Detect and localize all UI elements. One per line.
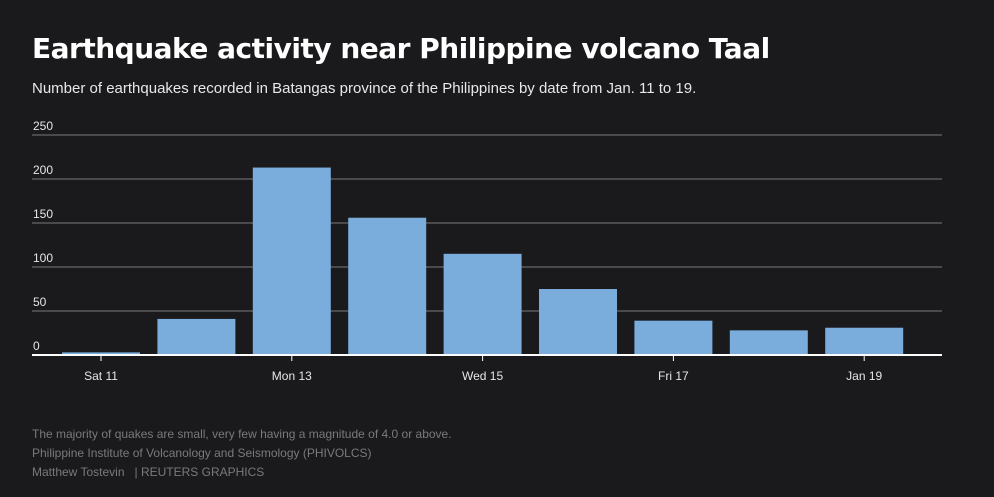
author-name: Matthew Tostevin bbox=[32, 465, 125, 479]
y-tick-label: 150 bbox=[33, 207, 53, 221]
footer-credit: Matthew Tostevin | REUTERS GRAPHICS bbox=[32, 465, 264, 479]
footer-note: The majority of quakes are small, very f… bbox=[32, 427, 452, 441]
x-tick-label: Sat 11 bbox=[84, 369, 118, 383]
bar bbox=[539, 289, 617, 355]
x-tick-label: Jan 19 bbox=[846, 369, 882, 383]
y-tick-label: 0 bbox=[33, 339, 40, 353]
bar bbox=[634, 320, 713, 355]
bar bbox=[252, 167, 331, 355]
axes: 0 50 100 150 200 250 Sat 11 Mon 13 Wed 15 Fri 17 J… bbox=[32, 119, 942, 383]
bar bbox=[443, 253, 522, 355]
bar bbox=[825, 327, 904, 355]
y-tick-label: 100 bbox=[33, 251, 53, 265]
bar bbox=[348, 217, 427, 355]
y-tick-label: 250 bbox=[33, 119, 53, 133]
footer-source: Philippine Institute of Volcanology and … bbox=[32, 446, 372, 460]
chart-subtitle: Number of earthquakes recorded in Batang… bbox=[32, 80, 697, 97]
bar bbox=[729, 330, 808, 355]
y-tick-label: 200 bbox=[33, 163, 53, 177]
x-tick-label: Fri 17 bbox=[658, 369, 689, 383]
bars bbox=[62, 167, 904, 355]
bar bbox=[157, 318, 236, 355]
bar bbox=[62, 352, 140, 355]
publisher-credit: | REUTERS GRAPHICS bbox=[134, 465, 265, 479]
bar-chart: 0 50 100 150 200 250 Sat 11 Mon 13 Wed 15 Fri 17 J… bbox=[32, 119, 942, 383]
chart-title: Earthquake activity near Philippine volc… bbox=[32, 32, 770, 65]
x-tick-label: Mon 13 bbox=[272, 369, 312, 383]
x-tick-label: Wed 15 bbox=[462, 369, 503, 383]
y-tick-label: 50 bbox=[33, 295, 47, 309]
